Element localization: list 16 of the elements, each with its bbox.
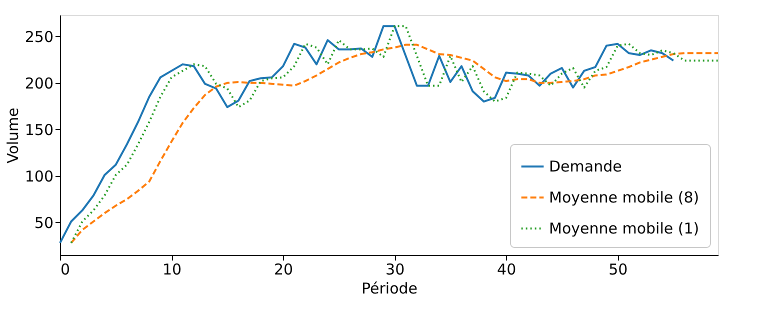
y-tick-label: 100 bbox=[24, 167, 54, 186]
x-tick-label: 0 bbox=[60, 260, 70, 278]
y-tick-label: 200 bbox=[24, 74, 54, 92]
y-axis-title: Volume bbox=[4, 108, 22, 164]
x-tick-label: 30 bbox=[386, 260, 405, 278]
legend-label: Moyenne mobile (8) bbox=[549, 188, 700, 206]
x-tick-label: 10 bbox=[162, 260, 182, 278]
x-axis-title: Période bbox=[361, 280, 418, 298]
y-tick-label: 150 bbox=[24, 120, 54, 139]
y-tick-label: 250 bbox=[24, 28, 54, 46]
x-tick-label: 50 bbox=[608, 260, 628, 278]
y-tick-label: 50 bbox=[34, 214, 54, 232]
legend-label: Moyenne mobile (1) bbox=[549, 220, 700, 238]
x-tick-label: 40 bbox=[497, 260, 516, 278]
x-tick-label: 20 bbox=[274, 260, 294, 278]
legend-label: Demande bbox=[549, 158, 622, 176]
